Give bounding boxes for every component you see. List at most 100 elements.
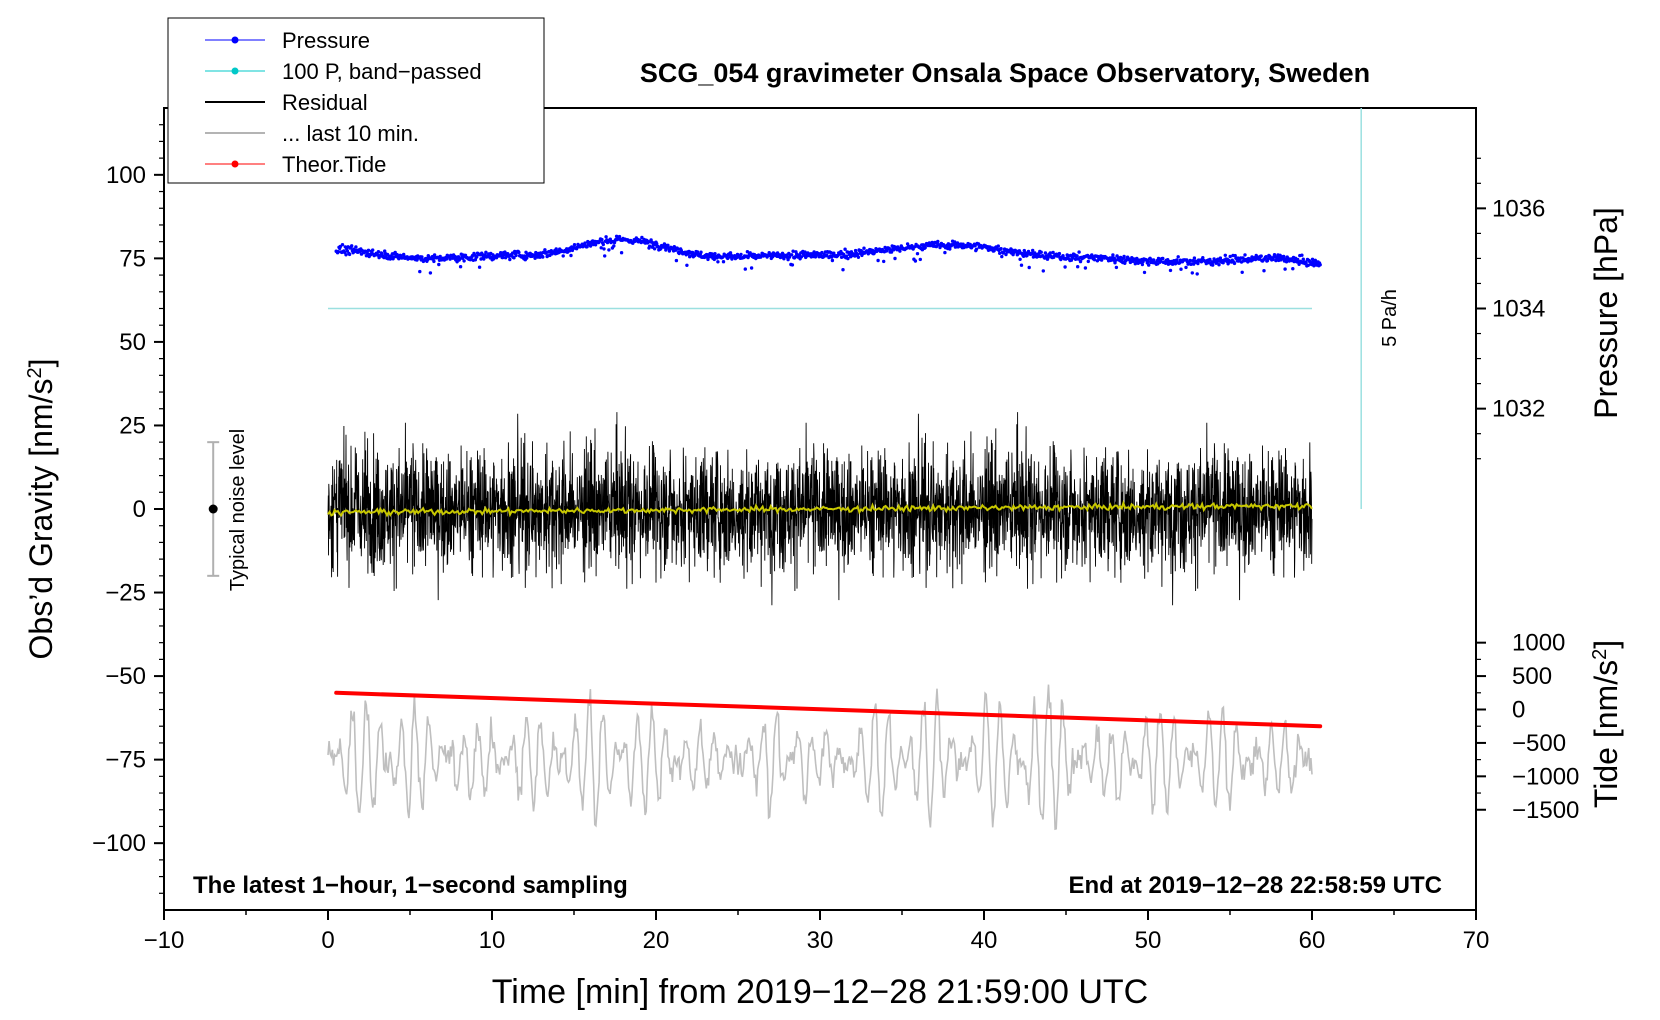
x-tick-label: 70	[1463, 927, 1490, 954]
pressure-point	[525, 256, 529, 260]
y-tick-label: −100	[92, 830, 146, 857]
pressure-tick-label: 1036	[1492, 195, 1545, 222]
pressure-point	[1092, 258, 1097, 262]
pressure-point	[1041, 269, 1046, 273]
pressure-point	[739, 252, 743, 257]
annotation-end-time: End at 2019−12−28 22:58:59 UTC	[1068, 872, 1442, 899]
pressure-point	[1027, 265, 1031, 270]
pressure-point	[604, 235, 608, 239]
pressure-point	[1016, 252, 1020, 256]
pressure-point	[1140, 262, 1145, 267]
pressure-point	[915, 252, 920, 256]
pressure-point	[948, 247, 952, 251]
pressure-point	[588, 244, 593, 248]
pressure-point	[601, 242, 605, 247]
pressure-point	[910, 244, 914, 248]
pressure-point	[354, 245, 358, 249]
pressure-point	[437, 262, 441, 267]
pressure-point	[336, 250, 340, 254]
y-axis-label-pressure: Pressure [hPa]	[1588, 207, 1624, 419]
pressure-point	[1057, 251, 1062, 256]
tide-tick-label: 1000	[1512, 630, 1565, 657]
pressure-point	[640, 235, 644, 240]
pressure-point	[501, 255, 505, 260]
pressure-point	[889, 250, 894, 254]
pressure-point	[438, 254, 442, 259]
pressure-point	[1243, 253, 1247, 257]
pressure-point	[1259, 254, 1263, 258]
pressure-point	[1043, 251, 1048, 255]
pressure-point	[603, 254, 607, 258]
pressure-point	[791, 249, 795, 253]
pressure-point	[648, 244, 652, 248]
pressure-point	[602, 247, 606, 251]
pressure-point	[1264, 255, 1268, 259]
pressure-point	[350, 244, 354, 248]
pressure-point	[943, 250, 947, 255]
pressure-point	[1283, 267, 1287, 271]
pressure-point	[448, 257, 452, 261]
pressure-point	[1046, 255, 1050, 260]
pressure-point	[1201, 256, 1205, 260]
pressure-point	[998, 251, 1002, 255]
pressure-point	[812, 250, 816, 254]
pressure-point	[999, 247, 1003, 251]
pressure-point	[1075, 254, 1079, 258]
pressure-point	[674, 258, 679, 263]
series-last-10-min	[327, 684, 1313, 831]
pressure-point	[715, 256, 719, 260]
pressure-point	[344, 253, 348, 257]
y-tide-base: Tide [nm/s	[1588, 660, 1624, 808]
x-axis-label: Time [min] from 2019−12−28 21:59:00 UTC	[492, 973, 1148, 1011]
legend-box	[167, 17, 545, 184]
series-residual-smoothed	[327, 499, 1313, 518]
pressure-point	[508, 257, 512, 262]
pressure-point	[652, 247, 657, 251]
y-left-base: Obs’d Gravity [nm/s	[23, 379, 59, 660]
pressure-point	[839, 255, 844, 259]
pressure-point	[600, 237, 604, 242]
y-tick-label: −50	[105, 663, 146, 690]
tide-tick-label: −1000	[1512, 763, 1579, 790]
pressure-point	[1111, 253, 1115, 257]
pressure-point	[567, 249, 572, 253]
pressure-point	[522, 254, 527, 258]
y-axis-label-tide: Tide [nm/s2]	[1588, 640, 1624, 808]
pressure-point	[1018, 257, 1022, 261]
pressure-point	[790, 263, 795, 267]
pressure-point	[1195, 272, 1199, 276]
pressure-point	[517, 250, 521, 255]
pressure-point	[749, 266, 754, 270]
pressure-point	[1282, 254, 1286, 259]
pressure-point	[612, 244, 616, 248]
pressure-point	[974, 247, 979, 251]
pressure-point	[428, 271, 433, 275]
pressure-point	[1291, 267, 1295, 271]
pressure-point	[543, 248, 547, 252]
pressure-point	[843, 247, 847, 251]
pressure-point	[721, 260, 726, 264]
tide-tick-label: −500	[1512, 730, 1566, 757]
pressure-tick-label: 1032	[1492, 396, 1545, 423]
y-tick-label: 0	[133, 496, 146, 523]
y-tick-label: −25	[105, 580, 146, 607]
pressure-point	[1004, 252, 1008, 257]
x-tick-label: 0	[321, 927, 334, 954]
y-tide-sup: 2	[1589, 649, 1611, 660]
pressure-point	[1223, 253, 1228, 257]
series-theor-tide	[334, 690, 1323, 729]
pressure-point	[936, 239, 940, 244]
pressure-point	[1076, 265, 1080, 269]
pressure-point	[829, 251, 833, 255]
y-left-tail: ]	[23, 359, 59, 368]
pressure-point	[1304, 261, 1308, 265]
x-tick-label: 60	[1299, 927, 1326, 954]
pressure-point	[1039, 250, 1043, 254]
pressure-point	[876, 258, 880, 263]
y-tick-label: −75	[105, 747, 146, 774]
pressure-point	[799, 255, 804, 259]
pressure-point	[716, 260, 720, 264]
pressure-point	[617, 234, 622, 239]
pressure-point	[1190, 271, 1195, 275]
